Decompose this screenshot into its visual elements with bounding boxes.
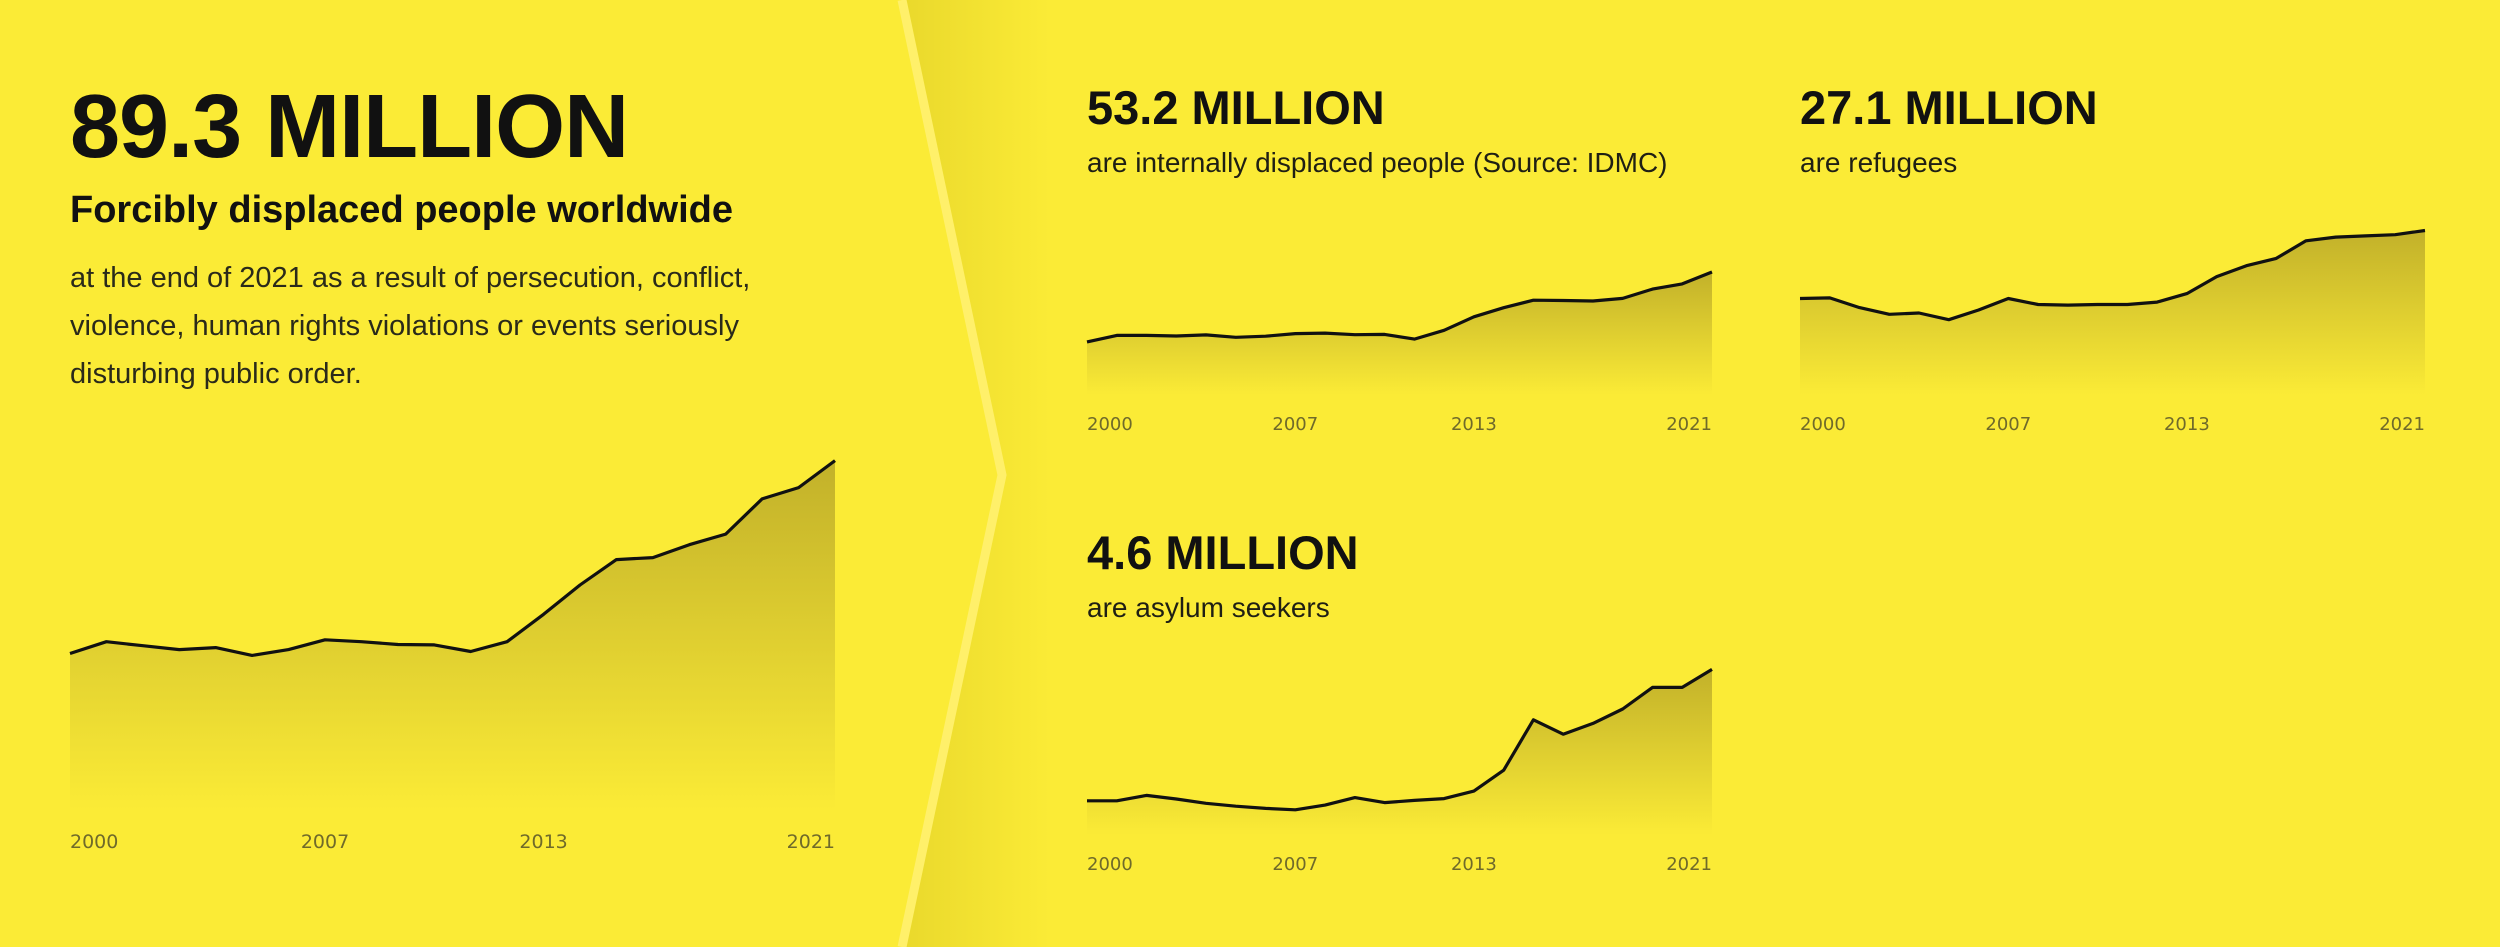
- stat-desc-asylum: are asylum seekers: [1087, 592, 1330, 623]
- idp-xtick-2000: 2000: [1087, 414, 1133, 435]
- refugees-xtick-2000: 2000: [1800, 414, 1846, 435]
- asylum-xtick-2021: 2021: [1666, 854, 1712, 875]
- main-number: 89.3 MILLION: [70, 77, 629, 177]
- main-subtitle: Forcibly displaced people worldwide: [70, 189, 734, 231]
- main-xtick-2000: 2000: [70, 831, 118, 853]
- asylum-xtick-2000: 2000: [1087, 854, 1133, 875]
- asylum-xtick-2007: 2007: [1272, 854, 1318, 875]
- stat-desc-refugees: are refugees: [1800, 147, 1958, 178]
- main-block: 89.3 MILLION Forcibly displaced people w…: [70, 82, 830, 398]
- main-area: [70, 460, 835, 810]
- idp-xtick-2021: 2021: [1666, 414, 1712, 435]
- asylum-xtick-2013: 2013: [1451, 854, 1497, 875]
- main-series-line: [69, 459, 836, 657]
- asylum-series-line: [1087, 668, 1713, 812]
- refugees-xtick-2021: 2021: [2379, 414, 2425, 435]
- main-xtick-2021: 2021: [787, 831, 835, 853]
- asylum-chart: 2000 2007 2013 2021: [1087, 668, 1713, 875]
- asylum-area: [1087, 669, 1712, 835]
- main-xtick-2013: 2013: [519, 831, 567, 853]
- idp-series-line: [1086, 270, 1713, 344]
- idp-area: [1087, 272, 1712, 395]
- idp-xtick-2007: 2007: [1272, 414, 1318, 435]
- chevron-stripe: [897, 0, 1007, 947]
- stat-block-idp: 53.2 MILLION are internally displaced pe…: [1087, 84, 1668, 179]
- stat-block-refugees: 27.1 MILLION are refugees: [1800, 84, 2098, 179]
- stat-number-idp: 53.2 MILLION: [1087, 81, 1385, 134]
- main-chart: 2000 2007 2013 2021: [69, 459, 836, 853]
- main-description: at the end of 2021 as a result of persec…: [70, 261, 751, 390]
- refugees-chart: 2000 2007 2013 2021: [1799, 228, 2426, 435]
- stat-number-refugees: 27.1 MILLION: [1800, 81, 2098, 134]
- refugees-area: [1800, 230, 2425, 395]
- stat-number-asylum: 4.6 MILLION: [1087, 526, 1359, 579]
- idp-chart: 2000 2007 2013 2021: [1086, 270, 1713, 435]
- chevron-shade: [905, 0, 1050, 947]
- stat-desc-idp: are internally displaced people (Source:…: [1087, 147, 1668, 178]
- refugees-series-line: [1799, 228, 2426, 322]
- main-xtick-2007: 2007: [301, 831, 349, 853]
- stat-block-asylum: 4.6 MILLION are asylum seekers: [1087, 529, 1359, 624]
- idp-xtick-2013: 2013: [1451, 414, 1497, 435]
- refugees-xtick-2007: 2007: [1985, 414, 2031, 435]
- refugees-xtick-2013: 2013: [2164, 414, 2210, 435]
